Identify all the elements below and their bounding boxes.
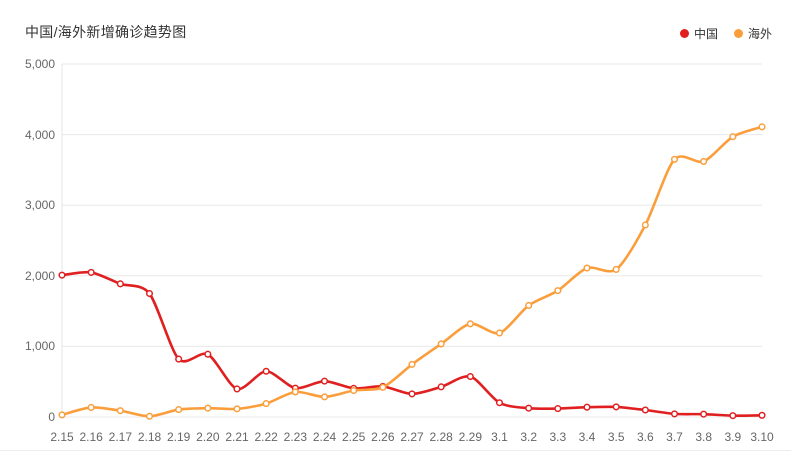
x-tick-label: 2.16 (79, 430, 103, 444)
data-point-china[interactable] (700, 410, 708, 418)
x-tick-label: 3.4 (578, 430, 596, 444)
data-point-china[interactable] (87, 268, 95, 276)
data-point-china[interactable] (116, 280, 124, 288)
data-point-overseas[interactable] (204, 404, 212, 412)
y-tick-label: 5,000 (24, 57, 55, 71)
y-tick-label: 3,000 (24, 198, 55, 213)
x-tick-label: 3.10 (750, 430, 774, 444)
chart-legend: 中国 海外 (679, 25, 772, 42)
x-tick-label: 2.17 (108, 430, 132, 444)
legend-marker-overseas-icon (733, 29, 743, 38)
x-tick-label: 2.19 (166, 430, 191, 444)
data-point-overseas[interactable] (87, 403, 95, 412)
x-tick-label: 3.3 (549, 430, 567, 444)
data-point-overseas[interactable] (437, 340, 445, 348)
data-point-overseas[interactable] (350, 386, 358, 395)
data-point-china[interactable] (408, 390, 416, 398)
data-point-china[interactable] (58, 271, 66, 279)
data-point-china[interactable] (641, 406, 649, 414)
legend-label-overseas: 海外 (747, 27, 772, 41)
x-tick-label: 2.28 (429, 430, 453, 444)
x-tick-label: 3.9 (724, 430, 742, 444)
data-point-china[interactable] (320, 377, 329, 385)
data-point-overseas[interactable] (670, 155, 679, 163)
data-point-china[interactable] (729, 412, 737, 420)
data-point-china[interactable] (612, 403, 620, 411)
data-point-china[interactable] (204, 350, 212, 358)
legend-item-overseas[interactable]: 海外 (733, 25, 772, 42)
x-tick-label: 3.6 (636, 430, 654, 444)
x-tick-label: 2.15 (50, 430, 74, 444)
x-tick-label: 2.25 (341, 430, 366, 444)
y-tick-label: 4,000 (24, 127, 55, 142)
data-point-overseas[interactable] (729, 133, 737, 141)
x-tick-label: 2.27 (400, 430, 424, 444)
data-point-china[interactable] (554, 405, 562, 413)
data-point-china[interactable] (233, 385, 241, 393)
data-point-overseas[interactable] (320, 393, 329, 401)
data-point-overseas[interactable] (233, 405, 241, 413)
data-point-china[interactable] (175, 355, 183, 363)
data-point-overseas[interactable] (262, 400, 270, 408)
data-point-overseas[interactable] (379, 383, 387, 391)
data-point-overseas[interactable] (525, 301, 533, 310)
data-point-overseas[interactable] (58, 411, 66, 419)
x-tick-label: 2.18 (137, 430, 162, 444)
data-point-overseas[interactable] (175, 406, 183, 414)
legend-label-china: 中国 (693, 27, 718, 41)
x-tick-label: 2.22 (254, 430, 278, 444)
data-point-china[interactable] (758, 411, 766, 419)
data-point-overseas[interactable] (583, 264, 591, 272)
data-point-overseas[interactable] (554, 287, 562, 295)
data-point-overseas[interactable] (408, 360, 416, 368)
data-point-china[interactable] (670, 410, 679, 418)
data-point-china[interactable] (525, 404, 533, 412)
y-tick-label: 2,000 (24, 268, 55, 283)
x-tick-label: 2.23 (283, 430, 307, 444)
chart-title: 中国/海外新增确诊趋势图 (25, 24, 187, 40)
data-point-china[interactable] (145, 289, 154, 298)
bottom-divider (0, 450, 791, 451)
y-tick-label: 0 (48, 410, 55, 424)
data-point-china[interactable] (466, 372, 474, 381)
x-tick-label: 2.20 (196, 430, 220, 444)
data-point-overseas[interactable] (641, 221, 649, 229)
x-tick-label: 3.8 (695, 430, 712, 444)
data-point-china[interactable] (495, 399, 504, 407)
data-point-china[interactable] (262, 367, 270, 375)
data-point-overseas[interactable] (466, 320, 474, 328)
line-overseas (60, 125, 764, 418)
x-tick-label: 2.21 (225, 430, 249, 444)
data-point-overseas[interactable] (116, 407, 124, 415)
data-point-overseas[interactable] (612, 265, 620, 273)
x-tick-label: 2.29 (458, 430, 482, 444)
data-point-china[interactable] (437, 383, 445, 391)
data-point-overseas[interactable] (291, 388, 299, 396)
data-point-overseas[interactable] (700, 157, 708, 165)
data-point-overseas[interactable] (145, 412, 154, 420)
x-tick-label: 2.26 (371, 430, 395, 444)
x-tick-label: 3.7 (666, 430, 683, 444)
x-tick-label: 3.1 (491, 430, 508, 444)
x-tick-label: 3.2 (520, 430, 537, 444)
x-tick-label: 2.24 (312, 430, 337, 444)
x-tick-label: 3.5 (607, 430, 625, 444)
y-tick-label: 1,000 (24, 339, 55, 354)
data-point-overseas[interactable] (495, 329, 504, 337)
legend-marker-china-icon (679, 29, 689, 38)
data-point-china[interactable] (583, 403, 591, 411)
legend-item-china[interactable]: 中国 (679, 25, 718, 42)
data-point-overseas[interactable] (758, 123, 766, 131)
